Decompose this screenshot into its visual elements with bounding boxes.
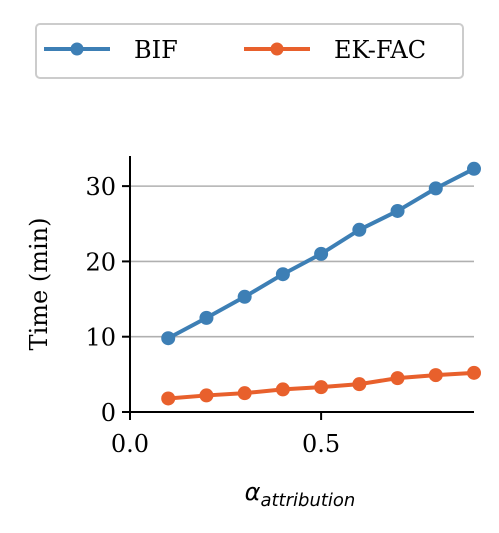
- data-point-ekfac: [314, 380, 329, 395]
- y-axis-label: Time (min): [25, 218, 53, 351]
- data-point-ekfac: [199, 388, 214, 403]
- data-point-ekfac: [467, 365, 481, 380]
- data-point-bif: [428, 181, 443, 196]
- x-axis-label-symbol: α: [245, 478, 261, 506]
- x-axis-label: αattribution: [245, 478, 356, 511]
- data-point-ekfac: [428, 368, 443, 383]
- y-tick-label: 10: [85, 324, 116, 352]
- tick-layer: 0 10 20 30 0.0 0.5: [85, 173, 340, 458]
- data-point-bif: [467, 161, 481, 176]
- data-point-bif: [161, 331, 176, 346]
- series-layer: [161, 161, 481, 406]
- data-point-bif: [199, 310, 214, 325]
- data-point-bif: [314, 246, 329, 261]
- data-point-bif: [352, 222, 367, 237]
- legend: BIF EK-FAC: [35, 23, 464, 79]
- x-axis-label-subscript: attribution: [260, 490, 355, 511]
- x-tick-label: 0.0: [111, 430, 149, 458]
- legend-label-ekfac: EK-FAC: [334, 36, 426, 64]
- data-point-ekfac: [237, 386, 252, 401]
- data-point-ekfac: [352, 377, 367, 392]
- data-point-ekfac: [275, 382, 290, 397]
- data-point-bif: [390, 203, 405, 218]
- grid-layer: [130, 185, 474, 338]
- data-point-bif: [275, 267, 290, 282]
- data-point-ekfac: [161, 391, 176, 406]
- legend-marker-bif: [70, 42, 84, 56]
- x-tick-label: 0.5: [302, 430, 340, 458]
- legend-label-bif: BIF: [134, 36, 178, 64]
- y-tick-label: 20: [85, 248, 116, 276]
- y-tick-label: 0: [101, 399, 116, 427]
- y-tick-label: 30: [85, 173, 116, 201]
- legend-marker-ekfac: [270, 42, 284, 56]
- data-point-bif: [237, 289, 252, 304]
- data-point-ekfac: [390, 371, 405, 386]
